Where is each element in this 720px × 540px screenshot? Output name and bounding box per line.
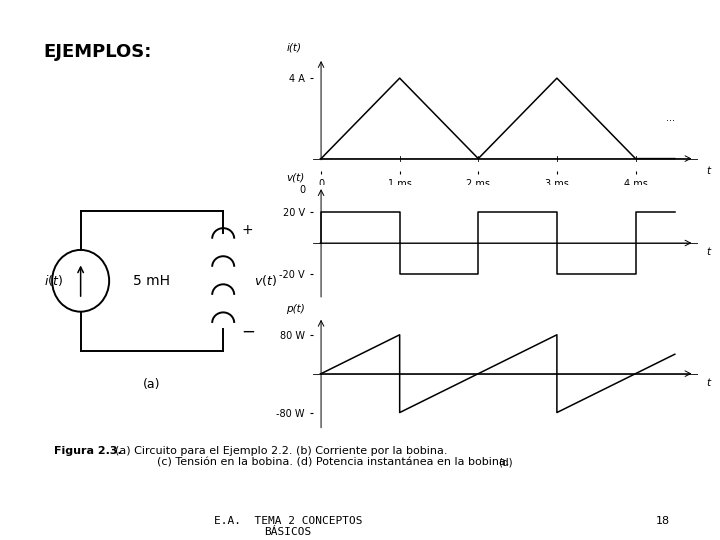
Text: (d): (d) [498, 458, 513, 468]
Text: −: − [241, 322, 255, 340]
Text: t: t [706, 378, 710, 388]
Text: $v(t)$: $v(t)$ [254, 273, 277, 288]
Text: i(t): i(t) [287, 42, 301, 52]
Text: (a) Circuito para el Ejemplo 2.2. (b) Corriente por la bobina.
              (c): (a) Circuito para el Ejemplo 2.2. (b) Co… [108, 446, 510, 467]
Text: E.A.  TEMA 2 CONCEPTOS
BÁSICOS: E.A. TEMA 2 CONCEPTOS BÁSICOS [214, 516, 362, 537]
Text: EJEMPLOS:: EJEMPLOS: [43, 43, 152, 61]
Text: t: t [706, 247, 710, 258]
Text: p(t): p(t) [287, 303, 305, 314]
Text: ...: ... [667, 113, 675, 123]
Text: Figura 2.3.: Figura 2.3. [54, 446, 122, 456]
Text: $i(t)$: $i(t)$ [45, 273, 63, 288]
Text: t: t [706, 166, 710, 177]
Text: 18: 18 [655, 516, 670, 526]
Text: 0: 0 [300, 185, 305, 194]
Text: +: + [241, 223, 253, 237]
Text: (a): (a) [143, 378, 161, 391]
Text: v(t): v(t) [287, 173, 305, 183]
Text: 5 mH: 5 mH [133, 274, 171, 288]
